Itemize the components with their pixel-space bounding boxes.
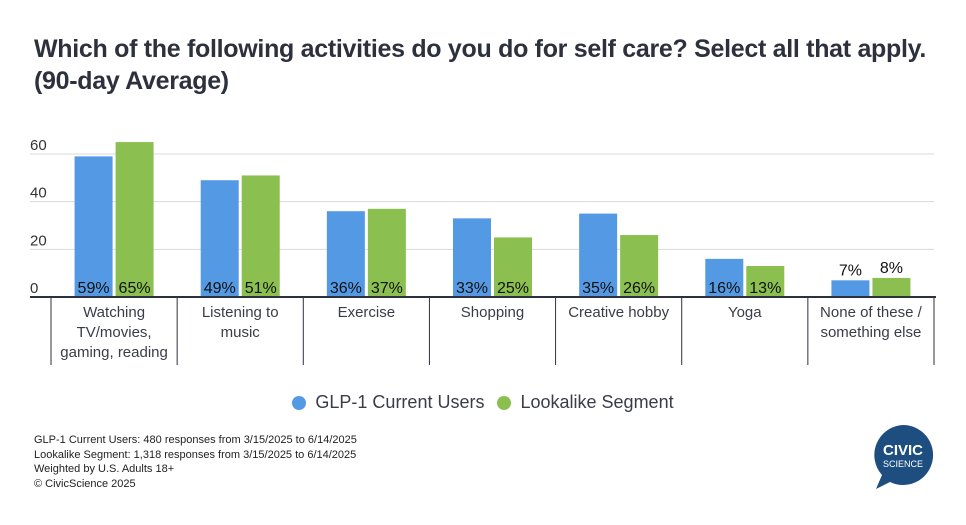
y-tick-label: 40	[30, 185, 47, 202]
x-tick-label: gaming, reading	[60, 344, 168, 361]
legend-item-glp1[interactable]: GLP-1 Current Users	[292, 392, 484, 413]
chart-title: Which of the following activities do you…	[34, 35, 927, 95]
x-tick-label: something else	[820, 324, 921, 341]
legend-dot-glp1	[292, 395, 307, 410]
data-label: 8%	[880, 260, 903, 277]
bar-lookalike	[115, 142, 154, 297]
speech-bubble-icon	[874, 424, 934, 489]
x-tick-label: Shopping	[461, 304, 524, 321]
x-tick-label: music	[221, 324, 261, 341]
x-tick-label: None of these /	[820, 304, 923, 321]
footnote: © CivicScience 2025	[34, 477, 136, 490]
bar-lookalike	[494, 237, 532, 297]
bar-lookalike	[872, 277, 911, 297]
x-tick-label: Yoga	[728, 304, 762, 321]
bar-lookalike	[620, 235, 659, 297]
bar-glp1	[705, 258, 744, 297]
legend-item-lookalike[interactable]: Lookalike Segment	[497, 392, 674, 413]
data-label: 49%	[204, 280, 236, 297]
data-label: 13%	[749, 280, 781, 297]
logo-text-civic: CIVIC	[883, 442, 923, 459]
data-label: 37%	[371, 280, 403, 297]
footnote: GLP-1 Current Users: 480 responses from …	[34, 434, 357, 446]
bar-glp1	[200, 180, 239, 297]
data-label: 36%	[330, 280, 362, 297]
data-label: 25%	[497, 280, 529, 297]
data-label: 26%	[623, 280, 655, 297]
bar-lookalike	[241, 175, 280, 297]
bar-lookalike	[746, 266, 785, 297]
legend-dot-lookalike	[497, 395, 512, 410]
bar-chart: 0 20 40 60 59% 65% 49% 51% 36% 37% 33% 25% 35% 26% 16…	[30, 137, 936, 365]
bar-lookalike	[367, 208, 406, 297]
bar-glp1	[831, 280, 870, 297]
data-label: 59%	[78, 280, 110, 297]
bar-glp1	[326, 211, 365, 297]
bar-glp1	[453, 218, 491, 297]
data-label: 65%	[119, 280, 151, 297]
data-label: 7%	[839, 262, 862, 279]
x-tick-label: Watching	[83, 304, 145, 321]
civicscience-logo: CIVIC SCIENCE	[874, 424, 934, 489]
footnotes: GLP-1 Current Users: 480 responses from …	[34, 433, 357, 491]
bar-glp1	[579, 213, 618, 297]
y-tick-label: 0	[30, 280, 38, 297]
legend-label-lookalike: Lookalike Segment	[520, 392, 674, 412]
x-axis: Watching TV/movies, gaming, reading Listeni…	[30, 296, 936, 365]
bars: 59% 65% 49% 51% 36% 37% 33% 25% 35% 26% 16% 13% 7% 8%	[74, 142, 911, 297]
x-tick-label: TV/movies,	[77, 324, 152, 341]
y-axis-ticks: 0 20 40 60	[30, 137, 47, 297]
x-tick-label: Creative hobby	[568, 304, 669, 321]
footnote: Lookalike Segment: 1,318 responses from …	[34, 448, 357, 461]
bar-glp1	[74, 156, 113, 297]
data-label: 51%	[245, 280, 277, 297]
x-tick-label: Listening to	[202, 304, 279, 321]
legend: GLP-1 Current Users Lookalike Segment	[0, 392, 966, 415]
data-label: 16%	[708, 280, 740, 297]
data-label: 33%	[456, 280, 488, 297]
x-tick-label: Exercise	[338, 304, 396, 321]
y-tick-label: 60	[30, 137, 47, 154]
legend-label-glp1: GLP-1 Current Users	[315, 392, 485, 412]
y-tick-label: 20	[30, 232, 47, 249]
logo-text-science: SCIENCE	[883, 459, 923, 469]
footnote: Weighted by U.S. Adults 18+	[34, 463, 175, 475]
data-label: 35%	[582, 280, 614, 297]
